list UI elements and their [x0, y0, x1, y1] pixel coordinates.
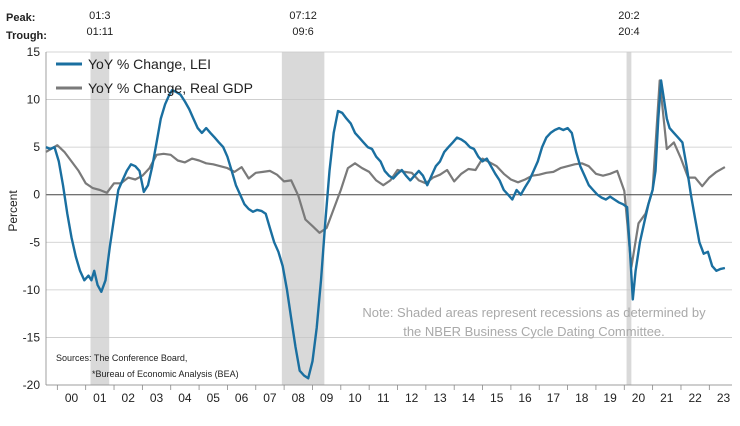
- x-tick-label: 21: [660, 391, 674, 405]
- recession-labels-group: 01:3 01:11 07:12 09:6 20:2 20:4: [87, 10, 640, 38]
- trough-label: Trough:: [6, 30, 47, 42]
- y-tick-label: -10: [23, 283, 41, 297]
- legend-label-lei: YoY % Change, LEI: [88, 56, 211, 72]
- x-tick-label: 16: [518, 391, 532, 405]
- y-axis-label: Percent: [6, 190, 20, 232]
- x-tick-label: 11: [377, 391, 390, 405]
- recession-trough-label: 01:11: [87, 26, 114, 38]
- x-tick-label: 09: [320, 391, 334, 405]
- y-tick-label: -5: [29, 235, 40, 249]
- x-tick-label: 19: [603, 391, 617, 405]
- x-tick-label: 23: [717, 391, 731, 405]
- x-tick-label: 04: [178, 391, 192, 405]
- x-tick-label: 08: [292, 391, 306, 405]
- x-tick-label: 07: [263, 391, 277, 405]
- note-line-1: Note: Shaded areas represent recessions …: [362, 305, 706, 320]
- y-tick-label: -15: [23, 330, 41, 344]
- recession-peak-label: 20:2: [618, 10, 639, 22]
- recession-peak-label: 07:12: [289, 10, 317, 22]
- x-tick-label: 05: [207, 391, 221, 405]
- x-tick-label: 03: [150, 391, 164, 405]
- y-tick-label: 10: [27, 93, 41, 107]
- y-tick-label: -20: [23, 378, 41, 392]
- x-tick-label: 17: [547, 391, 561, 405]
- x-tick-label: 15: [490, 391, 504, 405]
- recession-peak-label: 01:3: [89, 10, 110, 22]
- x-tick-label: 18: [575, 391, 589, 405]
- recession-trough-label: 09:6: [292, 26, 313, 38]
- x-tick-label: 06: [235, 391, 249, 405]
- sources-line-2: *Bureau of Economic Analysis (BEA): [92, 369, 239, 379]
- x-tick-label: 14: [462, 391, 476, 405]
- series-line-real-gdp: [45, 79, 726, 269]
- sources-line-1: Sources: The Conference Board,: [56, 353, 187, 363]
- y-tick-label: 15: [27, 45, 41, 59]
- legend-label-gdp: YoY % Change, Real GDP: [88, 80, 253, 96]
- legend: YoY % Change, LEI YoY % Change, Real GDP: [56, 56, 253, 96]
- recession-band: [281, 52, 325, 385]
- x-tick-label: 13: [433, 391, 447, 405]
- y-tick-label: 5: [33, 140, 40, 154]
- x-tick-label: 22: [688, 391, 702, 405]
- peak-label: Peak:: [6, 12, 35, 24]
- x-tick-label: 12: [405, 391, 419, 405]
- x-tick-label: 20: [632, 391, 646, 405]
- x-axis-ticks: 00 01 02 03 04 05 06 07 08 09 10 11 12 13 14 15 16 17 18 19…: [56, 385, 731, 405]
- x-tick-label: 00: [65, 391, 79, 405]
- y-axis-ticks: 15 10 5 0 -5 -10 -15 -20: [23, 45, 41, 392]
- x-tick-label: 10: [348, 391, 362, 405]
- gridlines-group: [45, 51, 732, 386]
- x-tick-label: 01: [93, 391, 107, 405]
- recession-trough-label: 20:4: [618, 26, 639, 38]
- series-line-lei: [45, 79, 726, 380]
- y-tick-label: 0: [33, 188, 40, 202]
- x-tick-label: 02: [122, 391, 136, 405]
- recession-band: [90, 52, 110, 385]
- note-line-2: the NBER Business Cycle Dating Committee…: [403, 324, 665, 339]
